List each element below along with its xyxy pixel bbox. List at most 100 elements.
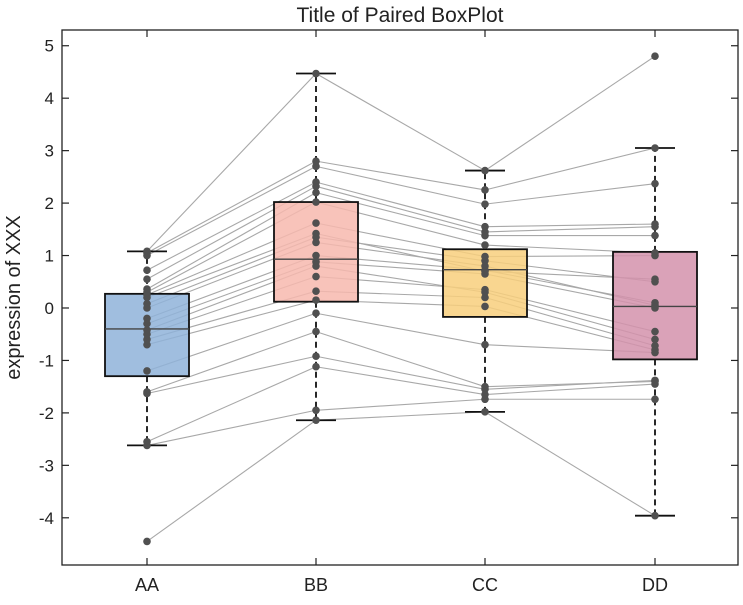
pair-line bbox=[315, 355, 486, 390]
data-point bbox=[651, 335, 659, 344]
points-layer bbox=[143, 52, 659, 546]
pair-line bbox=[315, 165, 486, 205]
data-point bbox=[312, 362, 320, 371]
y-tick-label: 0 bbox=[45, 299, 54, 318]
data-point bbox=[312, 188, 320, 197]
data-point bbox=[312, 406, 320, 415]
pair-line bbox=[484, 383, 656, 396]
pair-line bbox=[484, 55, 656, 172]
pair-line bbox=[315, 366, 486, 396]
y-tick-label: -3 bbox=[39, 456, 54, 475]
data-point bbox=[312, 296, 320, 304]
pair-lines-layer bbox=[146, 55, 656, 542]
y-tick-label: -2 bbox=[39, 404, 54, 423]
pair-line bbox=[146, 419, 317, 542]
data-point bbox=[143, 314, 151, 323]
data-point bbox=[481, 267, 489, 276]
data-point bbox=[651, 395, 659, 404]
data-point bbox=[143, 537, 151, 546]
x-tick-label: CC bbox=[472, 575, 498, 595]
data-point bbox=[651, 377, 659, 386]
pair-line bbox=[146, 181, 317, 271]
data-point bbox=[651, 249, 659, 257]
data-point bbox=[481, 262, 489, 270]
data-point bbox=[651, 52, 659, 61]
pair-line bbox=[315, 312, 486, 346]
data-point bbox=[312, 229, 320, 238]
pair-line bbox=[315, 160, 486, 191]
data-point bbox=[481, 382, 489, 391]
data-point bbox=[481, 228, 489, 236]
pair-line bbox=[484, 223, 656, 228]
y-tick-label: 3 bbox=[45, 142, 54, 161]
pair-line bbox=[315, 398, 486, 411]
data-point bbox=[481, 390, 489, 399]
data-point bbox=[143, 285, 151, 293]
data-point bbox=[312, 198, 320, 206]
plot-frame bbox=[61, 29, 739, 566]
y-tick-label: 4 bbox=[45, 89, 54, 108]
data-point bbox=[143, 388, 151, 396]
data-point bbox=[312, 416, 320, 425]
pair-line bbox=[484, 411, 656, 517]
data-point bbox=[651, 144, 659, 152]
data-point bbox=[143, 299, 151, 308]
x-axis: AA BB CC DD bbox=[135, 30, 668, 595]
data-point bbox=[143, 319, 151, 328]
data-point bbox=[651, 231, 659, 240]
data-point bbox=[312, 238, 320, 247]
pair-line bbox=[146, 331, 317, 393]
pair-line bbox=[484, 147, 656, 191]
data-point bbox=[651, 301, 659, 310]
data-point bbox=[481, 241, 489, 249]
data-point bbox=[651, 327, 659, 336]
y-tick-label: 5 bbox=[45, 37, 54, 56]
data-point bbox=[143, 335, 151, 344]
data-point bbox=[481, 166, 489, 175]
data-point bbox=[481, 222, 489, 231]
data-point bbox=[143, 437, 151, 446]
data-point bbox=[143, 247, 151, 256]
pair-line bbox=[315, 181, 486, 228]
data-point bbox=[481, 186, 489, 194]
pair-line bbox=[315, 185, 486, 233]
data-point bbox=[312, 287, 320, 296]
data-point bbox=[143, 326, 151, 334]
pair-line bbox=[146, 165, 317, 257]
data-point bbox=[481, 340, 489, 349]
pair-line bbox=[146, 73, 317, 252]
x-tick-label: AA bbox=[135, 575, 159, 595]
data-point bbox=[312, 162, 320, 171]
y-tick-label: -1 bbox=[39, 351, 54, 370]
y-axis: -4 -3 -2 -1 0 1 2 3 4 5 bbox=[39, 37, 738, 528]
data-point bbox=[312, 157, 320, 165]
data-point bbox=[481, 200, 489, 208]
data-point bbox=[312, 327, 320, 336]
x-tick-label: DD bbox=[642, 575, 668, 595]
pair-line bbox=[315, 411, 486, 421]
y-tick-label: -4 bbox=[39, 509, 54, 528]
data-point bbox=[312, 352, 320, 361]
data-point bbox=[312, 251, 320, 260]
pair-line bbox=[315, 192, 486, 237]
y-tick-label: 1 bbox=[45, 247, 54, 266]
data-point bbox=[143, 367, 151, 375]
data-point bbox=[312, 69, 320, 78]
data-point bbox=[481, 293, 489, 302]
pair-line bbox=[315, 73, 486, 172]
pair-line bbox=[484, 380, 656, 388]
data-point bbox=[143, 266, 151, 275]
data-point bbox=[481, 302, 489, 311]
pair-line bbox=[146, 355, 317, 395]
x-tick-label: BB bbox=[304, 575, 328, 595]
y-axis-label: expression of XXX bbox=[3, 215, 25, 380]
data-point bbox=[312, 272, 320, 281]
data-point bbox=[312, 309, 320, 318]
data-point bbox=[481, 252, 489, 261]
data-point bbox=[143, 340, 151, 349]
data-point bbox=[481, 288, 489, 297]
data-point bbox=[312, 178, 320, 186]
data-point bbox=[312, 219, 320, 227]
